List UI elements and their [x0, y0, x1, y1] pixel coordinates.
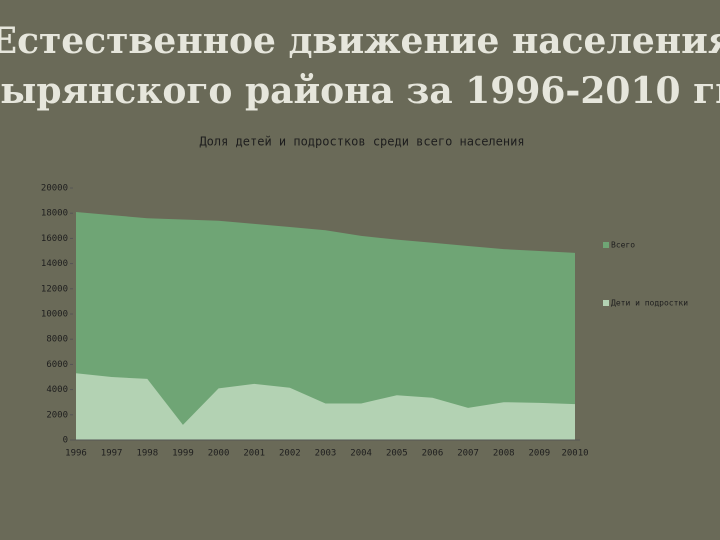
legend-label: Дети и подростки: [611, 299, 688, 308]
area: [76, 373, 575, 440]
y-tick-label: 8000: [46, 335, 68, 345]
x-tick-label: 2000: [208, 449, 230, 459]
x-tick-label: 1996: [65, 449, 87, 459]
y-tick-label: 6000: [46, 360, 68, 370]
x-tick-label: 1999: [172, 449, 194, 459]
x-tick-label: 20010: [561, 449, 588, 459]
y-tick-label: 14000: [41, 259, 68, 269]
slide-title-line: Зырянского района за 1996-2010 гг.: [0, 70, 720, 112]
y-tick-label: 16000: [41, 234, 68, 244]
y-tick-label: 10000: [41, 310, 68, 320]
x-tick-label: 2004: [350, 449, 372, 459]
legend-swatch: [603, 300, 609, 306]
x-tick-label: 2006: [422, 449, 444, 459]
y-tick-label: 12000: [41, 284, 68, 294]
chart-title: Доля детей и подростков среди всего насе…: [199, 135, 524, 149]
y-tick-label: 2000: [46, 410, 68, 420]
x-tick-label: 2009: [529, 449, 551, 459]
y-tick-label: 18000: [41, 209, 68, 219]
x-tick-label: 1998: [136, 449, 158, 459]
y-tick-label: 20000: [41, 184, 68, 194]
x-tick-label: 2008: [493, 449, 515, 459]
x-tick-label: 2003: [315, 449, 337, 459]
x-tick-label: 2002: [279, 449, 301, 459]
legend-swatch: [603, 242, 609, 248]
y-tick-label: 0: [63, 436, 68, 446]
x-tick-label: 2007: [457, 449, 479, 459]
x-tick-label: 2001: [243, 449, 265, 459]
x-tick-label: 2005: [386, 449, 408, 459]
area: [76, 211, 575, 440]
legend-label: Всего: [611, 241, 635, 250]
x-tick-label: 1997: [101, 449, 123, 459]
y-tick-label: 4000: [46, 385, 68, 395]
slide-title-line: Естественное движение населения: [0, 20, 720, 62]
